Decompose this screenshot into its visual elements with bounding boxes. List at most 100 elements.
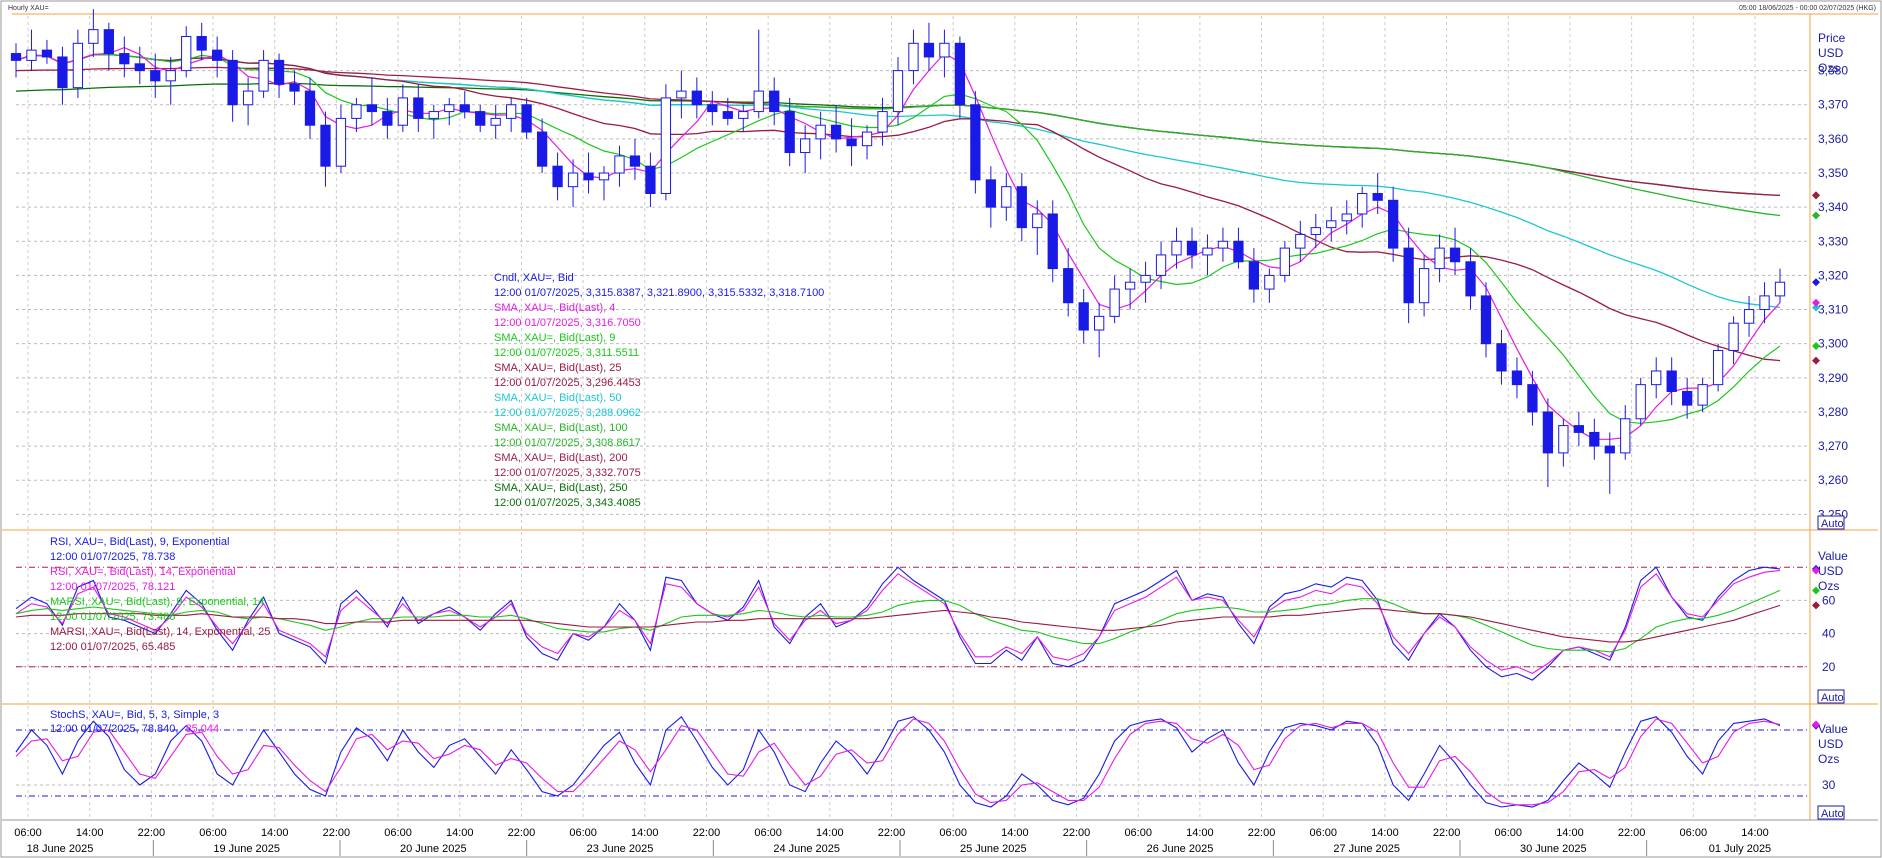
rsi-auto-label: Auto [1821,692,1844,704]
stoch-axis-title-2: USD [1818,737,1844,751]
candle-body [459,104,470,113]
price-axis-title-3: Ozs [1818,61,1839,75]
rsi-tick-label: 20 [1822,660,1836,674]
candlesticks [10,9,1786,494]
candle-body [1542,411,1554,454]
rsi-legend-line: 12:00 01/07/2025, 73.485 [50,611,175,623]
price-legend-line: SMA, XAU=, Bid(Last), 200 [494,452,628,464]
price-tick-label: 3,350 [1818,166,1848,180]
candle-body [598,172,610,181]
candle-body [567,172,579,188]
candle-body [428,111,439,119]
candle-body [892,70,904,113]
price-tick-labels: 3,2503,2603,2703,2803,2903,3003,3103,320… [1818,64,1848,522]
candle-body [1063,268,1074,304]
day-tick-label: 24 June 2025 [773,843,840,855]
stoch-auto-button[interactable] [1817,805,1845,820]
candle-body [1511,370,1523,386]
candle-body [1202,247,1213,256]
candle-body [676,90,687,99]
candle-body [923,42,935,58]
candle-body [1047,213,1058,270]
hour-tick-label: 14:00 [1556,827,1584,839]
last-close-marker [1812,278,1820,287]
window-title: Hourly XAU= [8,5,49,12]
stoch-axis-title-1: Value [1818,722,1848,736]
price-markers [1812,191,1820,365]
rsi-legend-line: 12:00 01/07/2025, 78.738 [50,551,175,563]
candle-body [1635,384,1646,420]
rsi-legend-line: 12:00 01/07/2025, 65.485 [50,641,175,653]
candle-body [1171,240,1182,256]
candle-body [536,131,548,167]
price-legend-line: 12:00 01/07/2025, 3,316.7050 [494,317,641,329]
candle-body [366,104,378,113]
candle-body [521,104,532,133]
candle-body [800,138,811,154]
candle-body [707,104,718,113]
candle-body [335,117,347,167]
stoch-legend-values: 12:00 01/07/2025, 78.840, 85.044 [50,723,219,735]
candle-body [227,59,238,106]
price-axis-title-1: Price [1818,31,1846,45]
candle-body [1604,445,1615,454]
hour-tick-label: 06:00 [569,827,597,839]
candle-body [1465,261,1476,297]
candle-body [1155,254,1167,276]
stoch-tick-labels: 30 [1822,778,1836,792]
candle-body [150,70,161,82]
candle-body [846,138,857,147]
candle-body [1558,425,1569,454]
price-tick-label: 3,270 [1818,439,1848,453]
price-legend-line: 12:00 01/07/2025, 3,343.4085 [494,497,641,509]
candle-body [1140,274,1151,283]
price-tick-label: 3,370 [1818,98,1848,112]
panel-borders [2,13,1878,821]
candle-body [72,42,84,89]
candle-body [614,155,625,174]
candle-body [629,155,641,167]
rsi-14-line [15,569,1781,675]
candle-body [196,35,207,51]
price-legend-line: 12:00 01/07/2025, 3,308.8617 [494,437,641,449]
day-tick-label: 27 June 2025 [1333,843,1400,855]
candle-body [645,165,656,194]
rsi-auto-button[interactable] [1817,689,1845,704]
candle-body [1743,309,1755,324]
candle-body [88,29,99,44]
candle-body [939,42,950,58]
day-tick-label: 25 June 2025 [960,843,1027,855]
rsi-legend-line: MARSI, XAU=, Bid(Last), 9, Exponential, … [50,596,264,608]
sma-50-marker [1812,303,1820,312]
price-auto-button[interactable] [1817,515,1845,530]
candle-body [738,111,749,119]
hour-tick-label: 14:00 [1186,827,1214,839]
candle-body [103,29,114,55]
candle-body [1620,418,1631,454]
candle-body [1109,288,1120,317]
stoch-legend-value-k: 12:00 01/07/2025, 78.840, [50,723,178,735]
hour-tick-label: 22:00 [693,827,721,839]
candle-body [1496,343,1507,372]
candle-body [1233,240,1244,263]
candle-body [1388,199,1399,249]
rsi-14-marker [1812,566,1820,575]
candle-body [1341,213,1352,222]
rsi-axis-title-1: Value [1818,549,1848,563]
stoch-tick-label: 30 [1822,778,1836,792]
price-tick-label: 3,380 [1818,64,1848,78]
sma-9-marker [1812,341,1820,350]
candle-body [490,117,501,126]
candle-body [1186,240,1198,256]
candle-body [1480,295,1492,345]
day-tick-label: 18 June 2025 [27,843,94,855]
grid-lines [16,16,1808,818]
hour-tick-label: 22:00 [878,827,906,839]
hour-tick-label: 22:00 [323,827,351,839]
candle-body [1295,233,1306,249]
rsi-axis-title-3: Ozs [1818,579,1839,593]
candle-body [1372,192,1383,201]
sma-4-marker [1812,298,1820,307]
day-tick-label: 20 June 2025 [400,843,467,855]
